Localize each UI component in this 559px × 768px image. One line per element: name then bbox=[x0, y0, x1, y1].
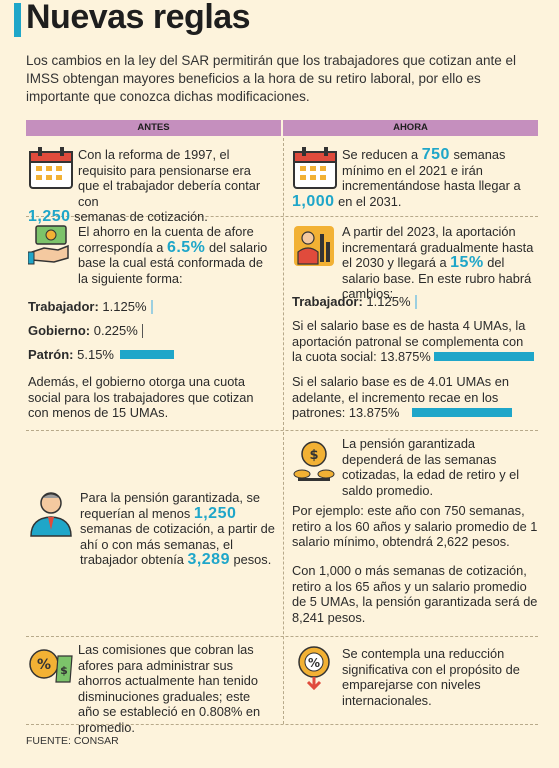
row1-ahora-post: en el 2031. bbox=[338, 193, 402, 209]
row1-antes-pre: Con la reforma de 1997, el requisito par… bbox=[78, 147, 261, 209]
row1-ahora-number-1000: 1,000 bbox=[292, 192, 335, 210]
trabajador-row: Trabajador: 1.125% bbox=[28, 299, 153, 314]
intro-paragraph: Los cambios en la ley del SAR permitirán… bbox=[26, 53, 517, 104]
case1-bar bbox=[434, 352, 534, 361]
row3-ahora-p3: Con 1,000 o más semanas de cotización, r… bbox=[292, 563, 538, 625]
row3-antes: Para la pensión garantizada, se requería… bbox=[28, 490, 276, 568]
row3-antes-post: pesos. bbox=[233, 552, 272, 567]
row3-antes-number-3289: 3,289 bbox=[187, 551, 230, 568]
row3-antes-pre: Para la pensión garantizada, se requería… bbox=[80, 490, 260, 521]
case2-bar bbox=[412, 408, 512, 417]
calendar-icon bbox=[293, 147, 337, 189]
svg-text:$: $ bbox=[60, 664, 68, 677]
column-divider bbox=[283, 138, 284, 724]
row1-antes-post: semanas de cotización. bbox=[74, 209, 208, 224]
source-note: FUENTE: CONSAR bbox=[26, 735, 119, 747]
row-divider bbox=[26, 216, 538, 217]
row2-ahora-post: del salario base. En este rubro habrá ca… bbox=[342, 255, 532, 301]
case1-text: Si el salario base es de hasta 4 UMAs, l… bbox=[292, 318, 526, 364]
header-antes: ANTES bbox=[26, 120, 281, 136]
row2-ahora-intro: A partir del 2023, la aportación increme… bbox=[292, 224, 538, 302]
row2-antes-note: Además, el gobierno otorga una cuota soc… bbox=[28, 374, 254, 420]
money-hand-icon bbox=[28, 225, 69, 265]
gobierno-label: Gobierno: bbox=[28, 323, 91, 338]
calendar-icon bbox=[29, 147, 73, 189]
percent-down-icon: % bbox=[298, 646, 330, 690]
row2-ahora-case2: Si el salario base es de 4.01 UMAs en ad… bbox=[292, 374, 536, 421]
person-icon bbox=[30, 492, 72, 537]
row2-antes-intro: El ahorro en la cuenta de afore correspo… bbox=[28, 224, 274, 286]
row1-ahora-mid: semanas mínimo en el 2021 e irán increme… bbox=[342, 147, 521, 193]
gobierno-value: 0.225% bbox=[93, 323, 138, 338]
row2-antes-pre: El ahorro en la cuenta de afore correspo… bbox=[78, 224, 254, 255]
row3-ahora-p2: Por ejemplo: este año con 750 semanas, r… bbox=[292, 503, 538, 549]
trabajador-value: 1.125% bbox=[102, 299, 147, 314]
row3-ahora-p1-text: La pensión garantizada dependerá de las … bbox=[342, 436, 520, 498]
patron-label: Patrón: bbox=[28, 347, 74, 362]
row3-antes-number-1250: 1,250 bbox=[193, 504, 237, 522]
trabajador-label: Trabajador: bbox=[28, 299, 99, 314]
trabajador-bar bbox=[150, 299, 153, 314]
row4-ahora: Se contempla una reducción significativa… bbox=[292, 646, 538, 708]
svg-text:%: % bbox=[308, 656, 320, 670]
row4-ahora-text: Se contempla una reducción significativa… bbox=[342, 646, 520, 708]
row3-ahora-p1: La pensión garantizada dependerá de las … bbox=[292, 436, 538, 498]
row2-ahora-case1: Si el salario base es de hasta 4 UMAs, l… bbox=[292, 318, 536, 365]
svg-text:%: % bbox=[37, 657, 51, 673]
coins-icon: $ bbox=[293, 441, 335, 481]
ahora-trabajador-bar bbox=[414, 294, 417, 309]
percent-bag-icon: % $ bbox=[29, 649, 73, 683]
gobierno-bar bbox=[141, 323, 143, 338]
patron-row: Patrón: 5.15% bbox=[28, 347, 174, 362]
row1-ahora-number-750: 750 bbox=[421, 146, 450, 163]
svg-text:$: $ bbox=[309, 448, 318, 463]
ahora-trabajador-row: Trabajador: 1.125% bbox=[292, 294, 417, 309]
table-header: ANTES AHORA bbox=[26, 120, 538, 136]
row2-ahora-pre: A partir del 2023, la aportación increme… bbox=[342, 224, 534, 270]
row4-antes: Las comisiones que cobran las afores par… bbox=[28, 642, 274, 735]
page-title: Nuevas reglas bbox=[26, 0, 251, 36]
case2-text: Si el salario base es de 4.01 UMAs en ad… bbox=[292, 374, 509, 420]
row4-antes-text: Las comisiones que cobran las afores par… bbox=[78, 642, 261, 735]
ahora-trabajador-label: Trabajador: bbox=[292, 294, 363, 309]
title-accent-bar bbox=[14, 3, 21, 37]
worker-icon bbox=[294, 226, 334, 266]
gobierno-row: Gobierno: 0.225% bbox=[28, 323, 143, 338]
row2-antes-number: 6.5% bbox=[166, 238, 206, 256]
row2-antes-post: del salario base la cual está conformada… bbox=[78, 239, 268, 286]
row1-antes-number: 1,250 bbox=[28, 208, 71, 225]
row3-antes-mid: semanas de cotización, a partir de ahí o… bbox=[80, 521, 275, 567]
row2-ahora-number: 15% bbox=[450, 254, 484, 271]
row-divider bbox=[26, 430, 538, 431]
patron-bar bbox=[120, 350, 174, 359]
row1-antes: Con la reforma de 1997, el requisito par… bbox=[28, 147, 274, 225]
row1-ahora-pre: Se reducen a bbox=[342, 147, 419, 162]
row-divider bbox=[26, 636, 538, 637]
row1-ahora: Se reducen a 750 semanas mínimo en el 20… bbox=[292, 146, 536, 210]
header-ahora: AHORA bbox=[283, 120, 538, 136]
row-divider bbox=[26, 724, 538, 725]
patron-value: 5.15% bbox=[77, 347, 114, 362]
ahora-trabajador-value: 1.125% bbox=[366, 294, 411, 309]
